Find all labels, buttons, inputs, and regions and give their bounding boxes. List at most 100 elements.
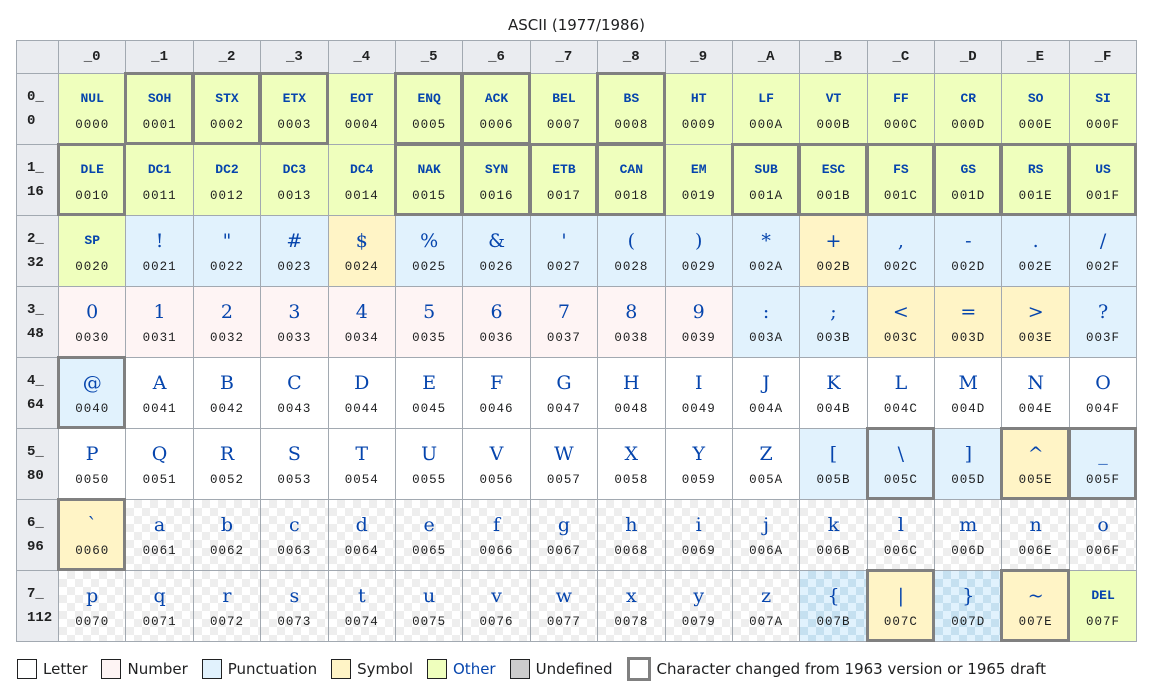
char-cell[interactable]: m 006D: [935, 500, 1003, 571]
char-cell[interactable]: K 004B: [800, 358, 868, 429]
char-cell[interactable]: * 002A: [732, 216, 801, 287]
char-cell[interactable]: SO 000E: [1002, 74, 1070, 145]
char-cell[interactable]: n 006E: [1002, 500, 1070, 571]
char-cell[interactable]: ETB 0017: [528, 143, 599, 216]
char-cell[interactable]: ESC 001B: [798, 143, 869, 216]
char-cell[interactable]: d 0064: [328, 500, 396, 571]
char-cell[interactable]: X 0058: [598, 429, 666, 500]
char-cell[interactable]: DC2 0012: [193, 145, 262, 216]
char-cell[interactable]: $0024: [328, 216, 396, 287]
char-cell[interactable]: g 0067: [530, 500, 599, 571]
char-cell[interactable]: x 0078: [598, 571, 666, 642]
char-cell[interactable]: N 004E: [1002, 358, 1070, 429]
char-cell[interactable]: : 003A: [732, 287, 801, 358]
char-cell[interactable]: v 0076: [463, 571, 531, 642]
char-cell[interactable]: US 001F: [1067, 143, 1138, 216]
char-cell[interactable]: >003E: [1002, 287, 1070, 358]
char-cell[interactable]: LF 000A: [732, 74, 801, 145]
char-cell[interactable]: & 0026: [463, 216, 531, 287]
char-cell[interactable]: H 0048: [598, 358, 666, 429]
char-cell[interactable]: J 004A: [732, 358, 801, 429]
char-cell[interactable]: ETX 0003: [259, 72, 329, 145]
char-cell[interactable]: _ 005F: [1067, 427, 1138, 500]
char-cell[interactable]: q 0071: [126, 571, 194, 642]
char-cell[interactable]: 4 0034: [328, 287, 396, 358]
char-cell[interactable]: S 0053: [261, 429, 329, 500]
char-cell[interactable]: CAN 0018: [596, 143, 666, 216]
char-cell[interactable]: M 004D: [935, 358, 1003, 429]
char-cell[interactable]: 1 0031: [126, 287, 194, 358]
char-cell[interactable]: ~007E: [1000, 569, 1071, 642]
char-cell[interactable]: 9 0039: [665, 287, 733, 358]
char-cell[interactable]: 5 0035: [395, 287, 464, 358]
char-cell[interactable]: GS 001D: [933, 143, 1003, 216]
char-cell[interactable]: 3 0033: [261, 287, 329, 358]
char-cell[interactable]: ' 0027: [530, 216, 599, 287]
char-cell[interactable]: EM 0019: [665, 145, 733, 216]
char-cell[interactable]: SYN 0016: [461, 143, 532, 216]
char-cell[interactable]: , 002C: [867, 216, 936, 287]
char-cell[interactable]: o 006F: [1069, 500, 1138, 571]
char-cell[interactable]: | 007C: [865, 569, 936, 642]
char-cell[interactable]: V 0056: [463, 429, 531, 500]
char-cell[interactable]: DC4 0014: [328, 145, 396, 216]
char-cell[interactable]: B 0042: [193, 358, 262, 429]
char-cell[interactable]: DC3 0013: [261, 145, 329, 216]
char-cell[interactable]: DC1 0011: [126, 145, 194, 216]
char-cell[interactable]: SUB 001A: [730, 143, 801, 216]
char-cell[interactable]: {007B: [800, 571, 868, 642]
char-cell[interactable]: 8 0038: [598, 287, 666, 358]
char-cell[interactable]: - 002D: [935, 216, 1003, 287]
char-cell[interactable]: G 0047: [530, 358, 599, 429]
char-cell[interactable]: NUL 0000: [59, 74, 127, 145]
char-cell[interactable]: RS 001E: [1000, 143, 1071, 216]
char-cell[interactable]: R 0052: [193, 429, 262, 500]
char-cell[interactable]: j 006A: [732, 500, 801, 571]
char-cell[interactable]: CR 000D: [935, 74, 1003, 145]
char-cell[interactable]: D 0044: [328, 358, 396, 429]
char-cell[interactable]: DLE 0010: [56, 143, 127, 216]
char-cell[interactable]: y 0079: [665, 571, 733, 642]
char-cell[interactable]: FS 001C: [865, 143, 936, 216]
char-cell[interactable]: r 0072: [193, 571, 262, 642]
char-cell[interactable]: f 0066: [463, 500, 531, 571]
char-cell[interactable]: P 0050: [59, 429, 127, 500]
char-cell[interactable]: ACK 0006: [461, 72, 532, 145]
char-cell[interactable]: s 0073: [261, 571, 329, 642]
char-cell[interactable]: } 007D: [935, 571, 1003, 642]
char-cell[interactable]: SP 0020: [59, 216, 127, 287]
char-cell[interactable]: Z 005A: [732, 429, 801, 500]
char-cell[interactable]: NAK 0015: [393, 143, 464, 216]
char-cell[interactable]: h 0068: [598, 500, 666, 571]
char-cell[interactable]: HT 0009: [665, 74, 733, 145]
char-cell[interactable]: a 0061: [126, 500, 194, 571]
char-cell[interactable]: p 0070: [59, 571, 127, 642]
char-cell[interactable]: C 0043: [261, 358, 329, 429]
char-cell[interactable]: EOT 0004: [328, 74, 396, 145]
char-cell[interactable]: SOH 0001: [124, 72, 195, 145]
char-cell[interactable]: ! 0021: [126, 216, 194, 287]
char-cell[interactable]: <003C: [867, 287, 936, 358]
char-cell[interactable]: w 0077: [530, 571, 599, 642]
char-cell[interactable]: W 0057: [530, 429, 599, 500]
char-cell[interactable]: STX 0002: [191, 72, 262, 145]
char-cell[interactable]: A 0041: [126, 358, 194, 429]
char-cell[interactable]: VT 000B: [800, 74, 868, 145]
char-cell[interactable]: \ 005C: [865, 427, 936, 500]
char-cell[interactable]: SI 000F: [1069, 74, 1138, 145]
char-cell[interactable]: E 0045: [395, 358, 464, 429]
char-cell[interactable]: 2 0032: [193, 287, 262, 358]
char-cell[interactable]: z 007A: [732, 571, 801, 642]
char-cell[interactable]: ) 0029: [665, 216, 733, 287]
char-cell[interactable]: [005B: [800, 429, 868, 500]
char-cell[interactable]: Y 0059: [665, 429, 733, 500]
char-cell[interactable]: = 003D: [935, 287, 1003, 358]
char-cell[interactable]: 6 0036: [463, 287, 531, 358]
char-cell[interactable]: " 0022: [193, 216, 262, 287]
char-cell[interactable]: e 0065: [395, 500, 464, 571]
char-cell[interactable]: I 0049: [665, 358, 733, 429]
char-cell[interactable]: 7 0037: [530, 287, 599, 358]
char-cell[interactable]: Q 0051: [126, 429, 194, 500]
char-cell[interactable]: U 0055: [395, 429, 464, 500]
char-cell[interactable]: T 0054: [328, 429, 396, 500]
